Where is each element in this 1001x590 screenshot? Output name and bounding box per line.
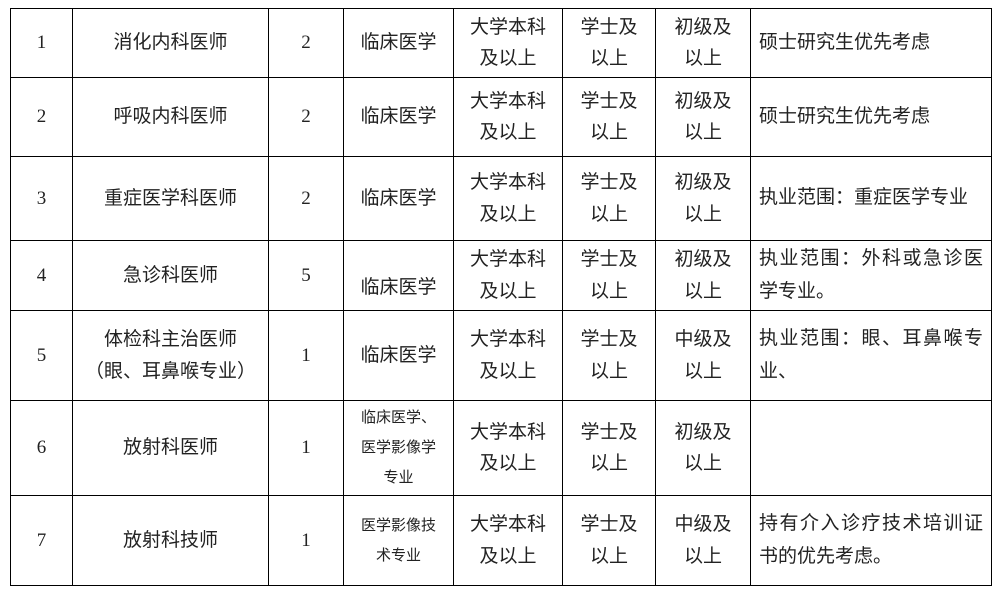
row4-count-cell: 5	[268, 240, 344, 311]
row6-remark-cell	[750, 400, 992, 496]
row4-education-cell: 大学本科 及以上	[453, 240, 563, 311]
row5-number-cell: 5	[10, 310, 73, 401]
row4-number-cell: 4	[10, 240, 73, 311]
row2-education-cell: 大学本科 及以上	[453, 77, 563, 157]
row7-title-level-cell: 中级及 以上	[655, 495, 751, 586]
row5-remark-cell: 执业范围：眼、耳鼻喉专业、	[750, 310, 992, 401]
row7-remark-cell: 持有介入诊疗技术培训证书的优先考虑。	[750, 495, 992, 586]
table-row-6: 6 放射科医师 1 临床医学、 医学影像学 专业 大学本科 及以上 学士及 以上…	[10, 400, 992, 496]
row2-count-cell: 2	[268, 77, 344, 157]
table-row-3: 3 重症医学科医师 2 临床医学 大学本科 及以上 学士及 以上 初级及 以上 …	[10, 156, 992, 241]
row3-education-cell: 大学本科 及以上	[453, 156, 563, 241]
row4-title-level-cell: 初级及 以上	[655, 240, 751, 311]
row5-position-cell: 体检科主治医师 （眼、耳鼻喉专业）	[72, 310, 269, 401]
row2-degree-cell: 学士及 以上	[562, 77, 656, 157]
table-row-5: 5 体检科主治医师 （眼、耳鼻喉专业） 1 临床医学 大学本科 及以上 学士及 …	[10, 310, 992, 401]
table-row-2: 2 呼吸内科医师 2 临床医学 大学本科 及以上 学士及 以上 初级及 以上 硕…	[10, 77, 992, 157]
row5-title-level-cell: 中级及 以上	[655, 310, 751, 401]
row3-position-cell: 重症医学科医师	[72, 156, 269, 241]
row7-number-cell: 7	[10, 495, 73, 586]
row6-title-level-cell: 初级及 以上	[655, 400, 751, 496]
row7-education-cell: 大学本科 及以上	[453, 495, 563, 586]
row5-count-cell: 1	[268, 310, 344, 401]
row1-position-cell: 消化内科医师	[72, 8, 269, 78]
row6-degree-cell: 学士及 以上	[562, 400, 656, 496]
row6-position-cell: 放射科医师	[72, 400, 269, 496]
row3-title-level-cell: 初级及 以上	[655, 156, 751, 241]
row6-count-cell: 1	[268, 400, 344, 496]
row3-number-cell: 3	[10, 156, 73, 241]
row3-count-cell: 2	[268, 156, 344, 241]
row3-remark-cell: 执业范围：重症医学专业	[750, 156, 992, 241]
row7-major-cell: 医学影像技 术专业	[343, 495, 454, 586]
table-row-7: 7 放射科技师 1 医学影像技 术专业 大学本科 及以上 学士及 以上 中级及 …	[10, 495, 992, 586]
row4-major-cell: 临床医学	[343, 240, 454, 311]
row4-degree-cell: 学士及 以上	[562, 240, 656, 311]
row6-education-cell: 大学本科 及以上	[453, 400, 563, 496]
row2-number-cell: 2	[10, 77, 73, 157]
table-row-1: 1 消化内科医师 2 临床医学 大学本科 及以上 学士及 以上 初级及 以上 硕…	[10, 8, 992, 78]
row3-major-cell: 临床医学	[343, 156, 454, 241]
row1-education-cell: 大学本科 及以上	[453, 8, 563, 78]
row5-major-cell: 临床医学	[343, 310, 454, 401]
row1-remark-cell: 硕士研究生优先考虑	[750, 8, 992, 78]
row7-position-cell: 放射科技师	[72, 495, 269, 586]
row1-degree-cell: 学士及 以上	[562, 8, 656, 78]
row5-education-cell: 大学本科 及以上	[453, 310, 563, 401]
row4-remark-cell: 执业范围：外科或急诊医学专业。	[750, 240, 992, 311]
recruitment-positions-table: 1 消化内科医师 2 临床医学 大学本科 及以上 学士及 以上 初级及 以上 硕…	[10, 8, 992, 586]
row2-title-level-cell: 初级及 以上	[655, 77, 751, 157]
row1-title-level-cell: 初级及 以上	[655, 8, 751, 78]
row2-major-cell: 临床医学	[343, 77, 454, 157]
row6-major-cell: 临床医学、 医学影像学 专业	[343, 400, 454, 496]
row5-degree-cell: 学士及 以上	[562, 310, 656, 401]
row1-number-cell: 1	[10, 8, 73, 78]
row6-number-cell: 6	[10, 400, 73, 496]
row7-count-cell: 1	[268, 495, 344, 586]
row2-position-cell: 呼吸内科医师	[72, 77, 269, 157]
row2-remark-cell: 硕士研究生优先考虑	[750, 77, 992, 157]
row4-position-cell: 急诊科医师	[72, 240, 269, 311]
row1-major-cell: 临床医学	[343, 8, 454, 78]
row1-count-cell: 2	[268, 8, 344, 78]
table-row-4: 4 急诊科医师 5 临床医学 大学本科 及以上 学士及 以上 初级及 以上 执业…	[10, 240, 992, 311]
row7-degree-cell: 学士及 以上	[562, 495, 656, 586]
row3-degree-cell: 学士及 以上	[562, 156, 656, 241]
